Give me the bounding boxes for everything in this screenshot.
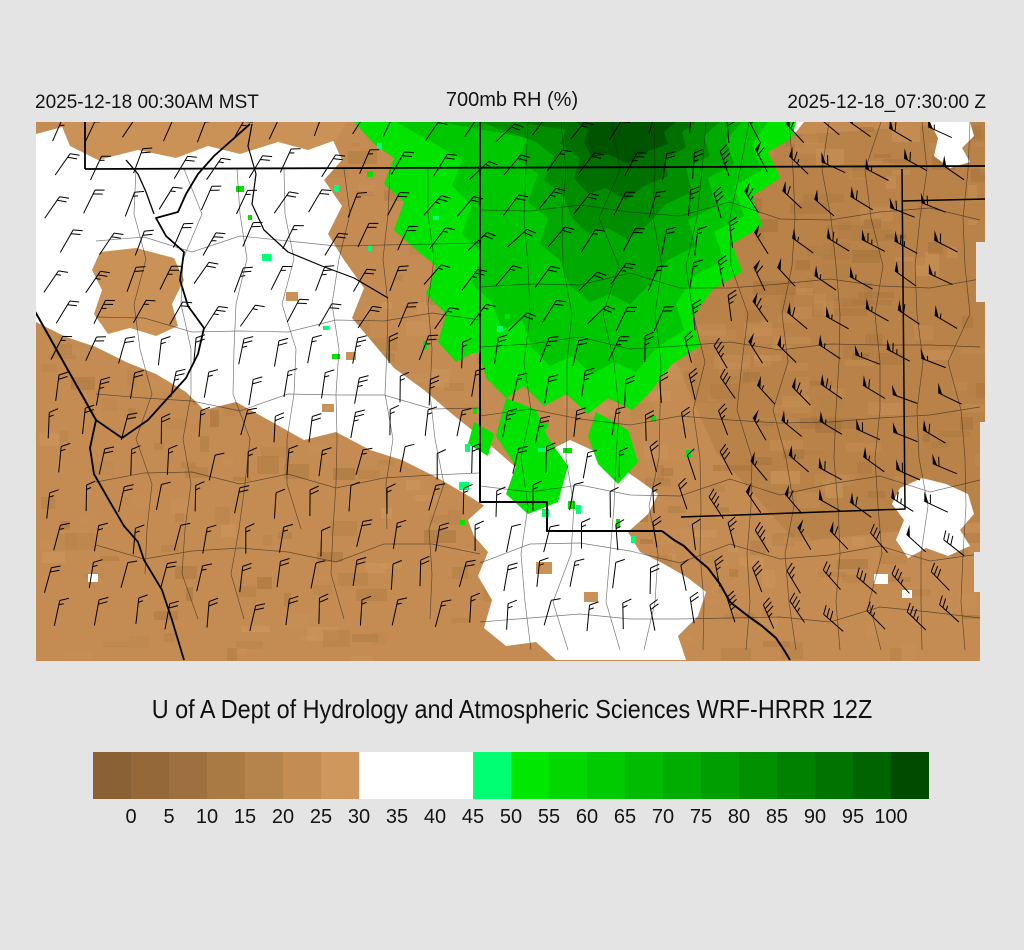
colorbar-segment <box>473 752 511 799</box>
colorbar-tick-label: 0 <box>125 806 137 828</box>
model-caption: U of A Dept of Hydrology and Atmospheric… <box>151 694 873 724</box>
colorbar-tick-label: 15 <box>233 806 257 828</box>
colorbar-segment <box>511 752 549 799</box>
colorbar-segment <box>245 752 283 799</box>
colorbar-tick-label: 75 <box>689 806 713 828</box>
colorbar-tick-label: 5 <box>163 806 175 828</box>
colorbar-segment <box>853 752 891 799</box>
colorbar-tick-label: 45 <box>461 806 485 828</box>
colorbar-segment <box>739 752 777 799</box>
colorbar-segment <box>701 752 739 799</box>
colorbar-segment <box>207 752 245 799</box>
colorbar-segment <box>169 752 207 799</box>
colorbar-tick-label: 95 <box>841 806 865 828</box>
colorbar-segment <box>549 752 587 799</box>
colorbar-tick-label: 25 <box>309 806 333 828</box>
colorbar-segment <box>435 752 473 799</box>
colorbar-tick-label: 10 <box>195 806 219 828</box>
colorbar-tick-label: 90 <box>803 806 827 828</box>
wind-barbs <box>43 103 965 632</box>
colorbar-tick-label: 100 <box>874 806 908 828</box>
colorbar-tick-label: 65 <box>613 806 637 828</box>
colorbar-segment <box>587 752 625 799</box>
colorbar-tick-label: 55 <box>537 806 561 828</box>
colorbar-tick-label: 30 <box>347 806 371 828</box>
colorbar-tick-label: 80 <box>727 806 751 828</box>
colorbar-tick-label: 40 <box>423 806 447 828</box>
colorbar-tick-label: 60 <box>575 806 599 828</box>
colorbar-tick-label: 70 <box>651 806 675 828</box>
colorbar-segment <box>891 752 929 799</box>
colorbar-tick-label: 50 <box>499 806 523 828</box>
colorbar-segment <box>359 752 397 799</box>
colorbar-segment <box>131 752 169 799</box>
colorbar-tick-label: 85 <box>765 806 789 828</box>
colorbar-segment <box>777 752 815 799</box>
colorbar-segment <box>625 752 663 799</box>
county-lines <box>95 121 981 651</box>
colorbar-tick-label: 20 <box>271 806 295 828</box>
colorbar-tick-labels: 0 5 10 15 20 25 30 35 40 45 50 55 60 65 70 75 80 85 90 95 10… <box>93 806 929 836</box>
map-edge <box>974 242 985 661</box>
colorbar-segment <box>815 752 853 799</box>
rh-map-image <box>31 103 1012 665</box>
colorbar-segment <box>93 752 131 799</box>
colorbar-segment <box>663 752 701 799</box>
colorbar-segment <box>321 752 359 799</box>
colorbar <box>93 752 929 799</box>
valid-time-local: 2025-12-18 00:30AM MST <box>35 92 259 113</box>
colorbar-tick-label: 35 <box>385 806 409 828</box>
valid-time-utc: 2025-12-18_07:30:00 Z <box>787 92 986 113</box>
rivers <box>89 123 389 661</box>
rh-map <box>31 103 1012 665</box>
colorbar-segment <box>283 752 321 799</box>
colorbar-segment <box>397 752 435 799</box>
state-borders <box>31 122 986 661</box>
map-title: 700mb RH (%) <box>445 89 579 111</box>
